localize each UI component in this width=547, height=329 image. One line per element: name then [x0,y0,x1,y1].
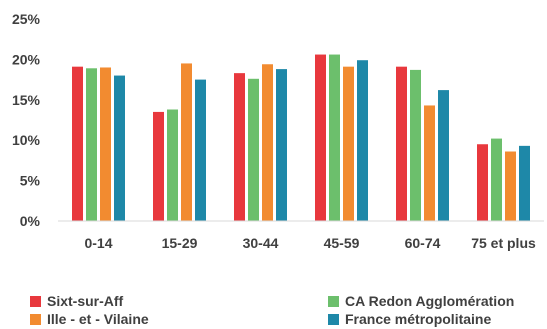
y-tick-label: 0% [20,213,41,229]
bar [505,151,516,221]
bar [248,78,259,221]
bar [491,138,502,221]
bar [100,67,111,221]
bar [195,79,206,221]
bar [234,73,245,221]
x-tick-label: 15-29 [162,235,198,251]
x-tick-label: 60-74 [405,235,441,251]
bar [519,145,530,221]
y-tick-label: 15% [12,92,41,108]
x-tick-label: 75 et plus [471,235,536,251]
x-tick-label: 30-44 [243,235,279,251]
bar [357,60,368,222]
bar [315,54,326,221]
y-tick-label: 10% [12,132,41,148]
bar [424,105,435,221]
bar [86,68,97,221]
bar [396,66,407,221]
bar [181,63,192,221]
bar [477,144,488,221]
y-axis-ticks: 0% 5% 10% 15% 20% 25% [12,11,41,229]
x-tick-label: 0-14 [84,235,112,251]
bar [410,69,421,222]
y-tick-label: 5% [20,173,41,189]
bar [167,109,178,221]
bar [114,75,125,221]
bar [153,111,164,221]
x-tick-label: 45-59 [324,235,360,251]
bar [276,69,287,221]
bar-series [72,54,530,222]
bar [262,64,273,221]
bar [343,66,354,221]
y-tick-label: 25% [12,11,41,27]
bar [438,90,449,221]
bar [329,54,340,221]
y-tick-label: 20% [12,51,41,67]
bar [72,66,83,221]
x-axis-ticks: 0-14 15-29 30-44 45-59 60-74 75 et plus [84,235,536,251]
